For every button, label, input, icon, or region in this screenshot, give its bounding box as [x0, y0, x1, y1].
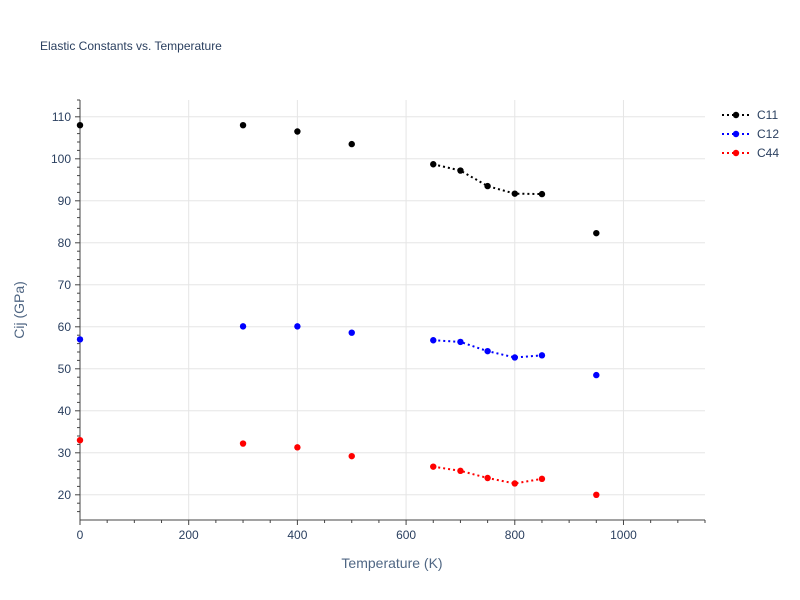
data-point[interactable] — [538, 475, 546, 483]
data-point[interactable] — [511, 480, 518, 487]
x-tick-label: 400 — [287, 528, 307, 542]
y-tick-label: 20 — [58, 488, 72, 502]
x-axis-title: Temperature (K) — [341, 555, 442, 571]
series-c11 — [76, 122, 600, 237]
data-point[interactable] — [348, 329, 355, 336]
data-point[interactable] — [511, 190, 518, 197]
chart-title: Elastic Constants vs. Temperature — [40, 39, 222, 53]
data-point[interactable] — [457, 167, 464, 174]
y-tick-label: 60 — [58, 320, 72, 334]
data-point[interactable] — [294, 444, 301, 451]
x-tick-label: 800 — [505, 528, 525, 542]
data-point[interactable] — [457, 338, 464, 346]
data-point[interactable] — [239, 323, 247, 330]
x-tick-label: 200 — [179, 528, 199, 542]
x-tick-label: 1000 — [610, 528, 637, 542]
y-tick-label: 30 — [58, 446, 72, 460]
y-tick-label: 110 — [52, 110, 71, 124]
y-tick-label: 50 — [58, 362, 72, 376]
data-point[interactable] — [348, 140, 355, 148]
y-tick-label: 70 — [58, 278, 72, 292]
plot-series — [76, 122, 600, 498]
data-point[interactable] — [457, 467, 464, 475]
series-c44 — [76, 437, 600, 498]
data-point[interactable] — [348, 452, 355, 460]
data-point[interactable] — [538, 352, 546, 359]
series-c12 — [76, 323, 600, 379]
y-axis-title: Cij (GPa) — [11, 281, 27, 339]
series-line — [433, 163, 542, 196]
y-tick-label: 100 — [51, 152, 71, 166]
y-tick-label: 80 — [58, 236, 72, 250]
data-point[interactable] — [294, 323, 301, 330]
data-point[interactable] — [484, 182, 491, 190]
data-point[interactable] — [593, 491, 600, 498]
legend-label: C12 — [757, 127, 779, 141]
data-point[interactable] — [484, 347, 491, 355]
data-point[interactable] — [76, 336, 84, 343]
grid — [80, 100, 705, 520]
legend[interactable]: C11 C12 C44 — [722, 108, 779, 160]
data-point[interactable] — [76, 122, 84, 129]
data-point[interactable] — [484, 474, 491, 482]
y-tick-label: 40 — [58, 404, 72, 418]
legend-marker — [732, 111, 740, 119]
data-point[interactable] — [294, 128, 301, 135]
data-point[interactable] — [511, 354, 518, 361]
axes: 0 200 400 600 800 1000 20 30 40 50 60 70 80 90 100 110 — [51, 99, 706, 542]
data-point[interactable] — [430, 337, 437, 344]
data-point[interactable] — [593, 229, 600, 237]
legend-label: C44 — [757, 146, 779, 160]
y-tick-label: 90 — [58, 194, 72, 208]
x-tick-label: 0 — [77, 528, 84, 542]
data-point[interactable] — [239, 122, 247, 129]
data-point[interactable] — [593, 371, 600, 379]
legend-label: C11 — [757, 108, 778, 122]
legend-item-c11[interactable]: C11 — [722, 108, 778, 122]
legend-item-c44[interactable]: C44 — [722, 146, 779, 160]
data-point[interactable] — [76, 437, 84, 444]
data-point[interactable] — [430, 463, 437, 470]
legend-marker — [732, 149, 740, 157]
data-point[interactable] — [239, 440, 247, 447]
legend-marker — [732, 130, 740, 138]
x-tick-label: 600 — [396, 528, 416, 542]
legend-item-c12[interactable]: C12 — [722, 127, 779, 141]
data-point[interactable] — [430, 161, 437, 168]
data-point[interactable] — [538, 190, 546, 198]
